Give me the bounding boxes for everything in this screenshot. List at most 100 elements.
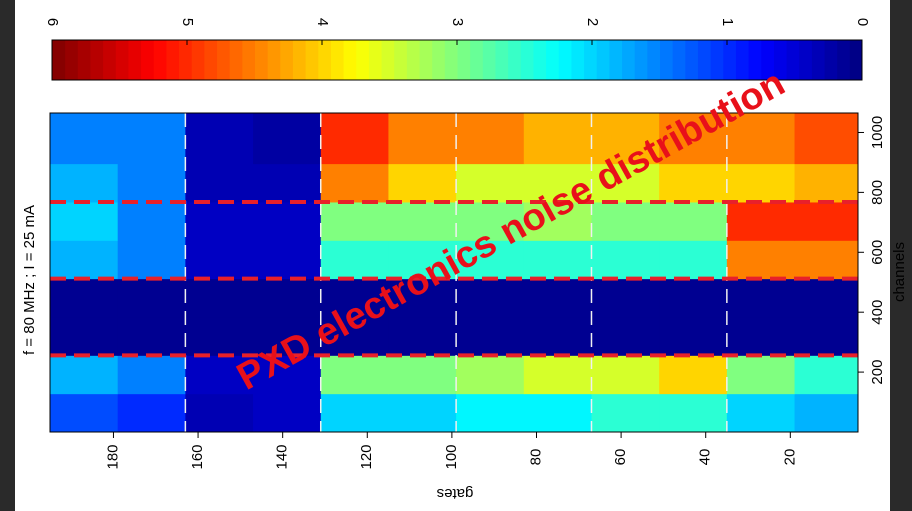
x-tick-label: 140 bbox=[274, 444, 291, 469]
heatmap-cell bbox=[726, 278, 796, 318]
heatmap-cell bbox=[523, 278, 592, 318]
colorbar-tick-label: 0 bbox=[854, 18, 871, 26]
heatmap-cell bbox=[659, 240, 728, 280]
heatmap-cell bbox=[794, 201, 859, 241]
heatmap-cell bbox=[726, 316, 796, 356]
heatmap-cell bbox=[794, 278, 859, 318]
colorbar-tick-label: 3 bbox=[449, 18, 466, 26]
heatmap-cell bbox=[456, 355, 525, 395]
heatmap-cell bbox=[117, 316, 186, 356]
colorbar-step bbox=[431, 40, 445, 80]
colorbar-step bbox=[697, 40, 711, 80]
heatmap-cell bbox=[320, 278, 389, 318]
heatmap-cell bbox=[50, 393, 119, 433]
colorbar-step bbox=[836, 40, 850, 80]
colorbar-step bbox=[684, 40, 698, 80]
heatmap-cell bbox=[320, 163, 389, 203]
heatmap-cell bbox=[726, 163, 796, 203]
heatmap-cell bbox=[794, 355, 859, 395]
colorbar-step bbox=[621, 40, 635, 80]
colorbar-step bbox=[570, 40, 585, 80]
heatmap-cell bbox=[117, 163, 186, 203]
colorbar-step bbox=[52, 40, 66, 80]
heatmap-cell bbox=[591, 393, 660, 433]
colorbar-step bbox=[140, 40, 154, 80]
x-axis-label: gates bbox=[437, 485, 474, 502]
heatmap-cell bbox=[726, 201, 796, 241]
colorbar-step bbox=[646, 40, 660, 80]
heatmap-cell bbox=[523, 163, 592, 203]
heatmap-cell bbox=[726, 240, 796, 280]
colorbar-step bbox=[191, 40, 205, 80]
colorbar-step bbox=[608, 40, 623, 80]
heatmap-cell bbox=[50, 113, 119, 165]
heatmap-cell bbox=[117, 355, 186, 395]
heatmap-cell bbox=[50, 278, 119, 318]
y-tick-label: 1000 bbox=[869, 116, 886, 149]
heatmap-cell bbox=[591, 316, 660, 356]
heatmap-cell bbox=[185, 240, 254, 280]
colorbar-step bbox=[811, 40, 825, 80]
colorbar-step bbox=[115, 40, 129, 80]
colorbar-step bbox=[760, 40, 774, 80]
heatmap-cell bbox=[659, 201, 728, 241]
colorbar-step bbox=[393, 40, 407, 80]
colorbar-step bbox=[798, 40, 812, 80]
heatmap-cell bbox=[388, 316, 457, 356]
colorbar-step bbox=[748, 40, 762, 80]
colorbar-step bbox=[77, 40, 91, 80]
heatmap-cell bbox=[50, 201, 119, 241]
heatmap-cell bbox=[253, 240, 322, 280]
heatmap-cell bbox=[794, 393, 859, 433]
heatmap-cell bbox=[320, 316, 389, 356]
heatmap-cell bbox=[185, 316, 254, 356]
heatmap-cell bbox=[794, 316, 859, 356]
heatmap-cell bbox=[117, 113, 186, 165]
heatmap-cell bbox=[253, 278, 322, 318]
heatmap-cell bbox=[117, 240, 186, 280]
colorbar-step bbox=[89, 40, 104, 80]
heatmap-cell bbox=[320, 393, 389, 433]
colorbar-step bbox=[305, 40, 319, 80]
colorbar-step bbox=[507, 40, 521, 80]
plot-frame bbox=[49, 112, 859, 433]
colorbar-step bbox=[153, 40, 167, 80]
x-tick-label: 40 bbox=[697, 449, 714, 466]
colorbar-step bbox=[203, 40, 218, 80]
heatmap-cell bbox=[591, 240, 660, 280]
heatmap-cell bbox=[456, 201, 525, 241]
colorbar-step bbox=[406, 40, 420, 80]
x-tick-label: 160 bbox=[189, 444, 206, 469]
heatmap-cell bbox=[253, 355, 322, 395]
colorbar-tick-label: 2 bbox=[584, 18, 601, 26]
colorbar-step bbox=[343, 40, 357, 80]
heatmap-cell bbox=[523, 355, 592, 395]
x-tick-label: 180 bbox=[104, 444, 121, 469]
heatmap-cell bbox=[185, 163, 254, 203]
colorbar-step bbox=[545, 40, 559, 80]
heatmap-cell bbox=[388, 201, 457, 241]
heatmap-cell bbox=[185, 355, 254, 395]
heatmap-cell bbox=[456, 278, 525, 318]
heatmap-cell bbox=[591, 278, 660, 318]
colorbar-step bbox=[317, 40, 331, 80]
colorbar-step bbox=[127, 40, 142, 80]
heatmap-cell bbox=[726, 113, 796, 165]
colorbar-step bbox=[444, 40, 458, 80]
colorbar-step bbox=[722, 40, 736, 80]
colorbar-step bbox=[330, 40, 344, 80]
x-tick-label: 80 bbox=[527, 449, 544, 466]
y-tick-label: 600 bbox=[869, 240, 886, 265]
heatmap-cell bbox=[388, 278, 457, 318]
colorbar-step bbox=[381, 40, 395, 80]
heatmap-cell bbox=[794, 113, 859, 165]
heatmap-cell bbox=[185, 393, 254, 433]
colorbar-step bbox=[634, 40, 648, 80]
heatmap-cell bbox=[659, 163, 728, 203]
colorbar-step bbox=[494, 40, 509, 80]
colorbar-step bbox=[596, 40, 610, 80]
colorbar-step bbox=[254, 40, 268, 80]
heatmap-cell bbox=[388, 355, 457, 395]
